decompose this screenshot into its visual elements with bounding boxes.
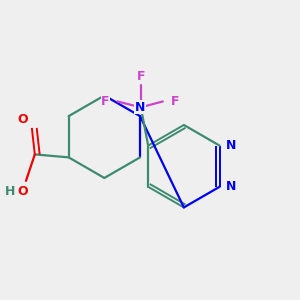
Text: F: F xyxy=(136,70,145,83)
Text: F: F xyxy=(101,95,110,108)
Text: O: O xyxy=(18,185,28,198)
Text: H: H xyxy=(4,185,15,198)
Text: N: N xyxy=(226,180,236,193)
Text: F: F xyxy=(170,95,179,108)
Text: O: O xyxy=(18,112,28,126)
Text: N: N xyxy=(226,139,236,152)
Text: N: N xyxy=(135,101,145,114)
